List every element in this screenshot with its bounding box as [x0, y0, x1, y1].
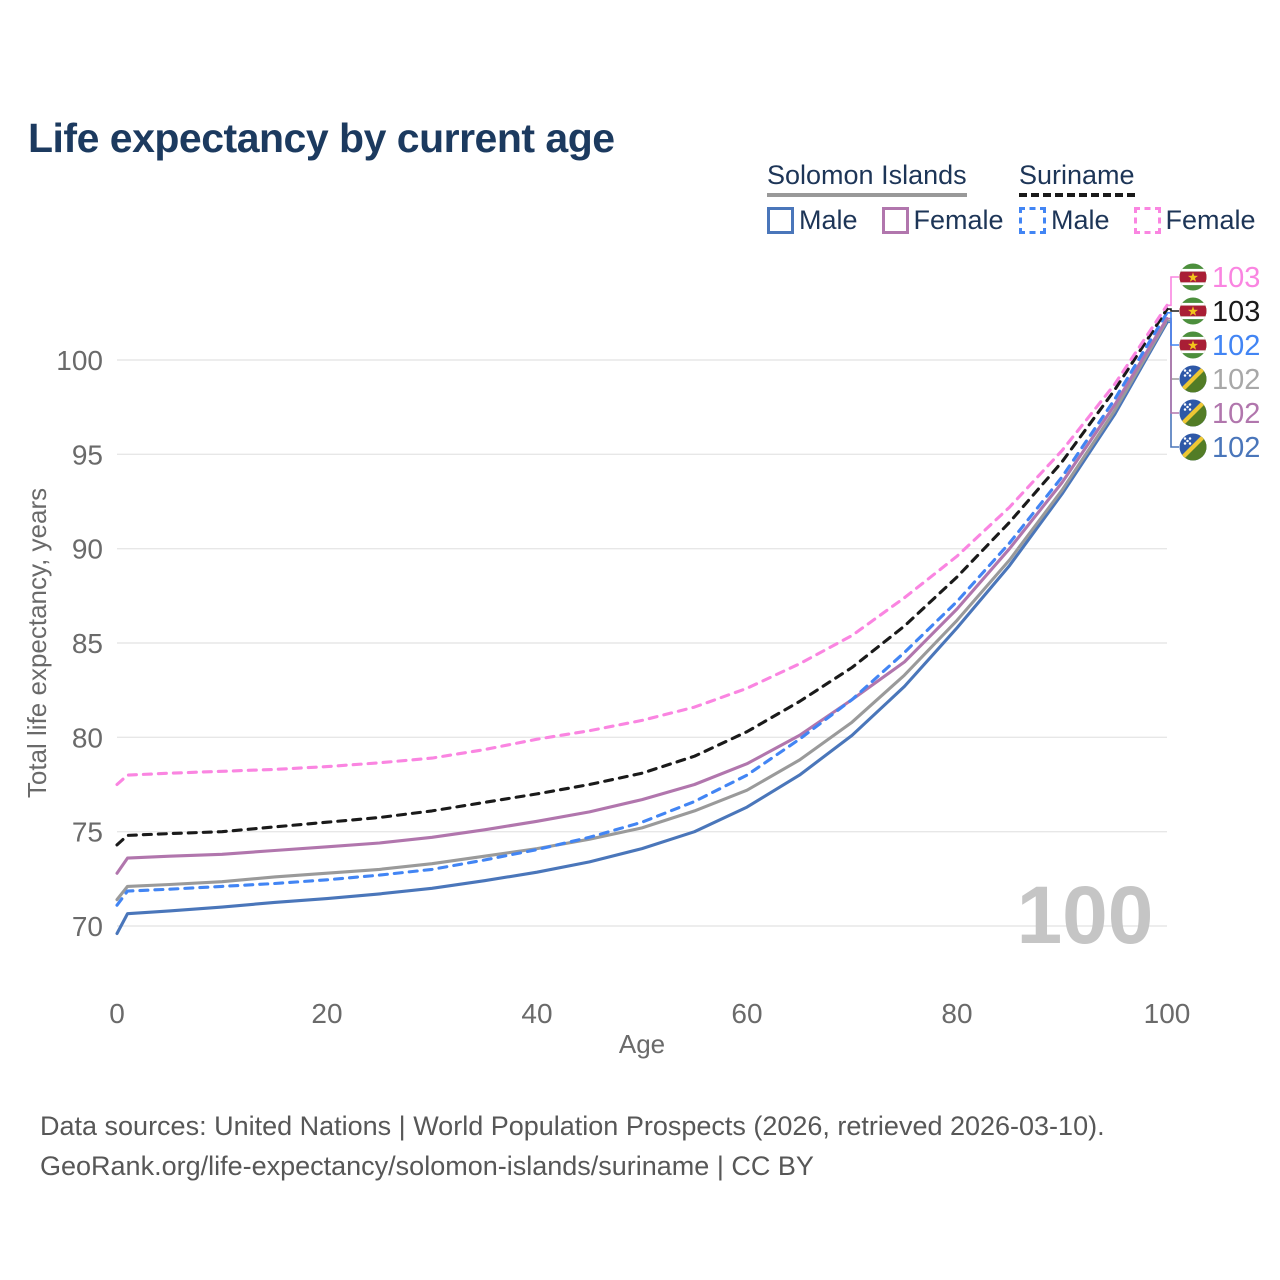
line-style-swatch: [1019, 206, 1046, 234]
solomon-islands-flag-icon: [1179, 399, 1207, 427]
age-watermark: 100: [1017, 870, 1154, 961]
series-line-suriname-male: [115, 311, 1169, 907]
solomon-islands-flag-icon: [1179, 365, 1207, 393]
x-tick-label: 20: [311, 998, 342, 1029]
end-connector-suriname-female: [1167, 276, 1179, 307]
end-connector-solomon-islands-total: [1167, 319, 1179, 380]
legend-item-suriname-male[interactable]: Male: [1019, 206, 1110, 234]
x-tick-label: 40: [521, 998, 552, 1029]
line-style-swatch: [881, 206, 909, 234]
end-connector-suriname-male: [1167, 312, 1179, 346]
end-value-label-solomon-islands-male: 102: [1212, 432, 1260, 464]
x-tick-label: 0: [109, 998, 125, 1029]
series-line-solomon-islands-female: [115, 316, 1169, 875]
y-tick-label: 70: [72, 911, 103, 942]
x-tick-label: 80: [941, 998, 972, 1029]
line-style-swatch: [767, 206, 794, 234]
y-axis-title: Total life expectancy, years: [22, 488, 52, 798]
end-connector-solomon-islands-male: [1167, 321, 1179, 448]
legend-item-label: Male: [799, 205, 858, 235]
suriname-flag-icon: [1179, 297, 1207, 325]
y-tick-label: 95: [72, 439, 103, 470]
y-tick-label: 90: [72, 534, 103, 565]
legend-item-suriname-female[interactable]: Female: [1133, 205, 1256, 235]
series-line-solomon-islands-male: [115, 320, 1169, 936]
legend-item-label: Female: [1165, 205, 1256, 235]
end-connector-solomon-islands-female: [1167, 317, 1179, 414]
y-tick-label: 80: [72, 722, 103, 753]
x-axis-title: Age: [619, 1029, 665, 1059]
data-sources-note: Data sources: United Nations | World Pop…: [40, 1111, 1105, 1141]
suriname-flag-icon: [1179, 331, 1207, 359]
legend-item-solomon-islands-male[interactable]: Male: [767, 206, 858, 234]
line-style-swatch: [1133, 206, 1161, 234]
x-tick-label: 60: [731, 998, 762, 1029]
legend-group-suriname: Suriname Male Female: [1019, 160, 1256, 234]
x-tick-label: 100: [1144, 998, 1191, 1029]
end-value-label-suriname-male: 102: [1212, 330, 1260, 362]
y-tick-label: 75: [72, 817, 103, 848]
end-value-label-solomon-islands-female: 102: [1212, 398, 1260, 430]
y-tick-label: 100: [56, 345, 103, 376]
end-value-label-suriname-total: 103: [1212, 296, 1260, 328]
legend-country-suriname[interactable]: Suriname: [1019, 160, 1135, 197]
page-title: Life expectancy by current age: [28, 115, 615, 162]
legend-country-solomon-islands[interactable]: Solomon Islands: [767, 160, 967, 197]
y-tick-label: 85: [72, 628, 103, 659]
legend-item-solomon-islands-female[interactable]: Female: [881, 205, 1004, 235]
legend-item-label: Female: [913, 205, 1004, 235]
end-connector-suriname-total: [1167, 308, 1179, 312]
series-line-suriname-female: [115, 303, 1169, 787]
series-line-solomon-islands-total: [115, 318, 1169, 902]
solomon-islands-flag-icon: [1179, 433, 1207, 461]
legend-row: Male Female: [1019, 206, 1256, 234]
series-line-suriname-total: [115, 307, 1169, 847]
attribution-link: GeoRank.org/life-expectancy/solomon-isla…: [40, 1151, 814, 1181]
end-value-label-suriname-female: 103: [1212, 262, 1260, 294]
suriname-flag-icon: [1179, 263, 1207, 291]
end-value-label-solomon-islands-total: 102: [1212, 364, 1260, 396]
legend-group-solomon-islands: Solomon Islands Male Female: [767, 160, 1004, 234]
legend-item-label: Male: [1051, 205, 1110, 235]
legend-row: Male Female: [767, 206, 1004, 234]
